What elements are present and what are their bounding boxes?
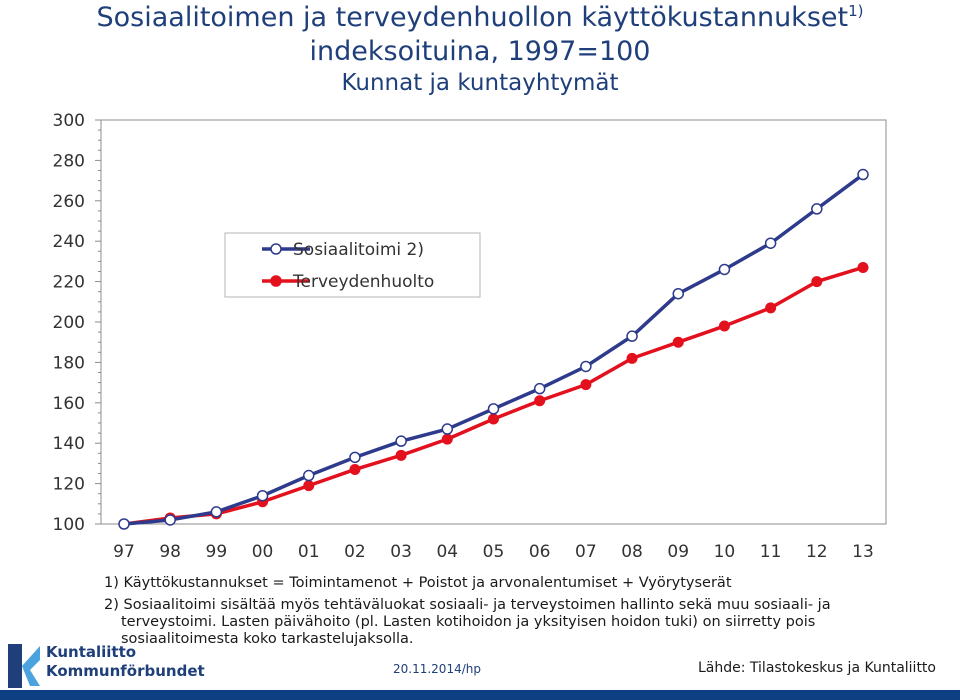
data-point	[441, 433, 453, 445]
logo-text-sv: Kommunförbundet	[46, 662, 205, 680]
x-tick-label: 08	[621, 542, 643, 562]
x-tick-label: 06	[529, 542, 551, 562]
y-tick-label: 160	[53, 394, 85, 414]
data-point	[210, 506, 223, 518]
y-tick-label: 280	[53, 151, 85, 171]
y-tick-label: 260	[53, 192, 85, 212]
data-point	[672, 336, 684, 348]
y-tick-label: 220	[53, 273, 85, 293]
legend-box	[224, 232, 481, 298]
x-tick-label: 97	[113, 542, 135, 562]
footnote-2: 2) Sosiaalitoimi sisältää myös tehtävälu…	[104, 597, 831, 647]
y-tick-label: 180	[53, 353, 85, 373]
data-point	[395, 449, 407, 461]
data-point	[857, 168, 869, 181]
data-point	[764, 237, 777, 249]
x-tick-label: 09	[667, 542, 689, 562]
legend-label: Terveydenhuolto	[292, 272, 434, 292]
data-point	[718, 320, 730, 332]
line-chart: 100 120 140 160 180 200 220 240 260 280 300 97 98 99 0…	[53, 111, 887, 562]
data-point	[857, 261, 869, 273]
x-tick-label: 00	[252, 542, 274, 562]
x-tick-label: 07	[575, 542, 597, 562]
x-tick-label: 99	[206, 542, 228, 562]
x-tick-label: 11	[760, 542, 782, 562]
data-point	[811, 276, 823, 288]
data-point	[349, 451, 361, 464]
y-tick-label: 300	[53, 111, 85, 131]
x-tick-label: 01	[298, 542, 320, 562]
kuntaliitto-logo-icon	[8, 644, 40, 688]
data-point	[488, 413, 499, 425]
x-tick-label: 98	[159, 542, 181, 562]
data-point	[256, 489, 269, 502]
y-tick-label: 100	[53, 515, 85, 535]
x-tick-label: 02	[344, 542, 366, 562]
data-point	[534, 395, 546, 407]
series-line	[123, 265, 864, 526]
data-point	[672, 287, 684, 300]
source-note: Lähde: Tilastokeskus ja Kuntaliitto	[698, 660, 936, 676]
data-point	[118, 518, 130, 530]
plot-area	[100, 119, 887, 525]
y-tick-label: 240	[53, 232, 85, 252]
series-line	[123, 173, 865, 526]
data-point	[533, 382, 546, 395]
x-tick-label: 03	[390, 542, 412, 562]
x-tick-label: 05	[483, 542, 505, 562]
data-point	[580, 379, 592, 391]
data-point	[626, 352, 638, 364]
data-point	[303, 480, 315, 492]
y-tick-label: 120	[53, 475, 85, 495]
data-point	[441, 423, 454, 435]
chart-title-line1: Sosiaalitoimen ja terveydenhuollon käytt…	[96, 2, 864, 33]
chart-title-line2: indeksoituina, 1997=100	[309, 36, 651, 67]
data-point	[718, 263, 731, 276]
chart-subtitle: Kunnat ja kuntayhtymät	[341, 70, 619, 96]
data-point	[395, 435, 407, 447]
date-stamp: 20.11.2014/hp	[393, 662, 481, 676]
logo-text-fi: Kuntaliitto	[46, 643, 137, 661]
data-point	[626, 330, 638, 342]
legend-marker	[270, 275, 282, 287]
legend-marker	[270, 243, 282, 255]
legend: Sosiaalitoimi 2) Terveydenhuolto	[224, 232, 481, 298]
data-point	[487, 403, 500, 415]
data-point	[811, 203, 823, 215]
x-tick-label: 13	[852, 542, 874, 562]
data-point	[349, 463, 361, 475]
y-tick-label: 140	[53, 434, 85, 454]
bottom-bar	[0, 690, 960, 700]
x-tick-label: 10	[714, 542, 736, 562]
x-tick-label: 04	[436, 542, 458, 562]
data-point	[303, 469, 315, 482]
footnote-1: 1) Käyttökustannukset = Toimintamenot + …	[104, 575, 732, 591]
x-tick-label: 12	[806, 542, 828, 562]
legend-label: Sosiaalitoimi 2)	[293, 240, 424, 260]
y-tick-label: 200	[53, 313, 85, 333]
data-point	[164, 514, 176, 526]
data-point	[580, 360, 592, 373]
data-point	[765, 302, 777, 314]
